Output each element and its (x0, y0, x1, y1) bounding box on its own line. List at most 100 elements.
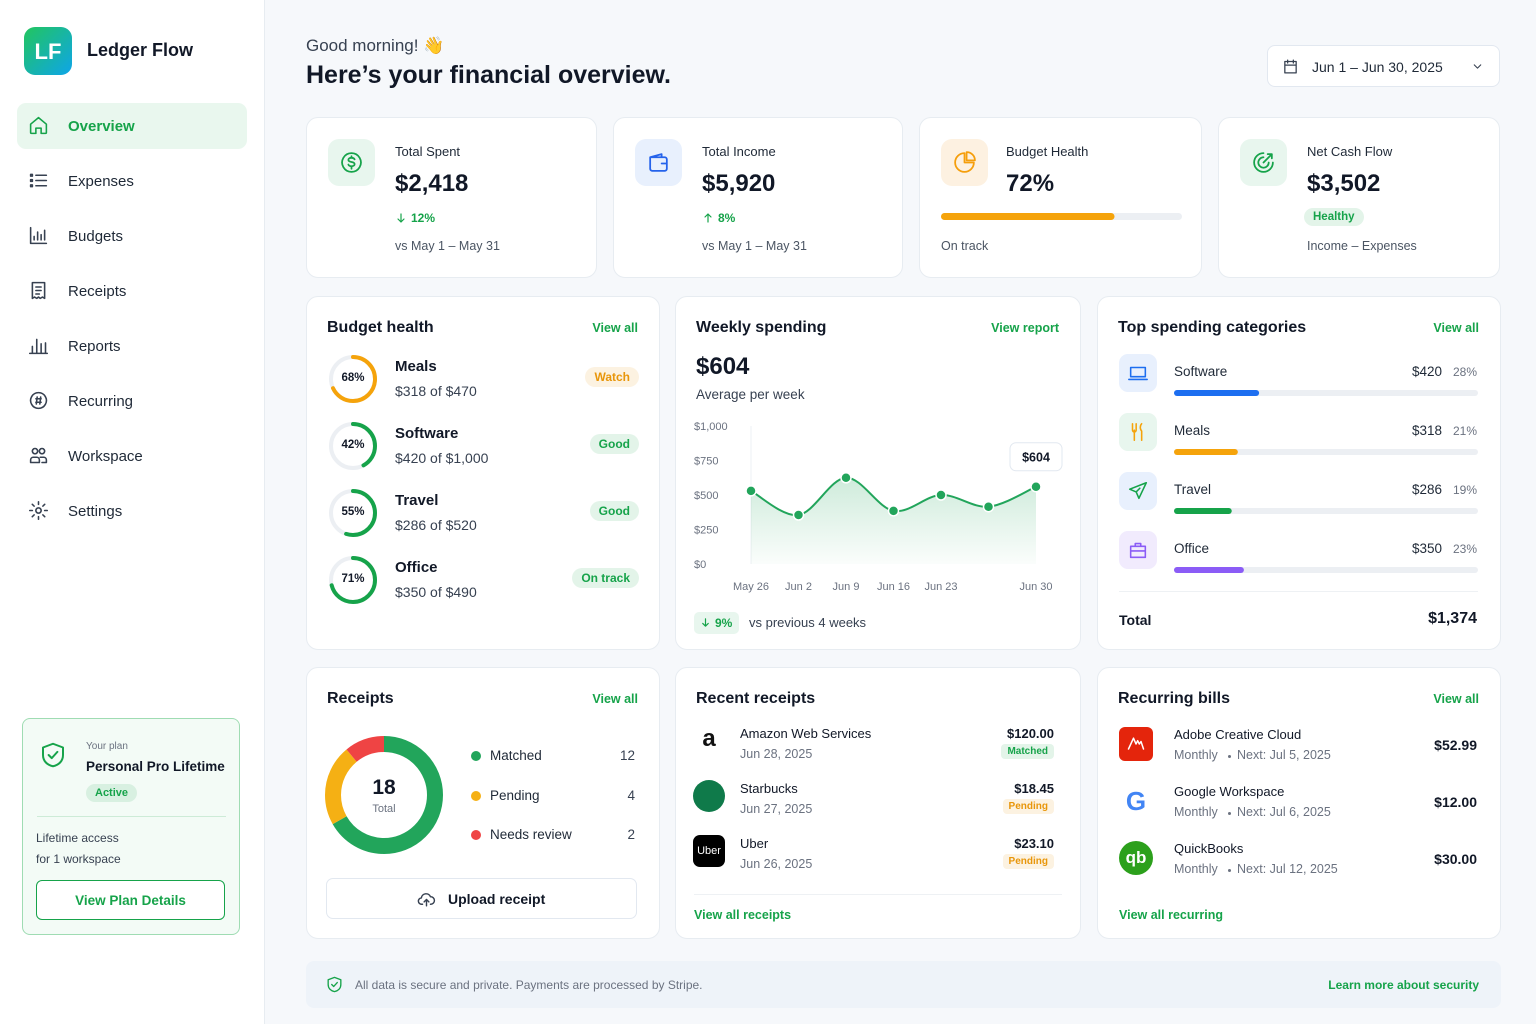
budget-amount: $420 of $1,000 (395, 450, 489, 466)
upload-button[interactable]: Upload receipt (326, 878, 637, 919)
receipt-amount: $18.45 (1014, 781, 1054, 796)
nav-item[interactable]: Reports (17, 323, 247, 369)
stat-value: $2,418 (395, 170, 469, 197)
nav-icon-path (28, 500, 49, 521)
legend-count: 12 (619, 748, 635, 763)
merchant-name: Amazon Web Services (740, 726, 872, 741)
change-arrow (702, 618, 709, 627)
chevron-icon (1473, 64, 1482, 69)
category-bar (1174, 449, 1478, 455)
plan-button[interactable]: View Plan Details (36, 880, 225, 920)
ring-label: 42% (341, 439, 365, 451)
bill-name: QuickBooks (1174, 841, 1244, 856)
card-link[interactable]: View all recurring (1119, 908, 1223, 922)
plan-button-label: View Plan Details (75, 893, 186, 908)
x-tick-label: Jun 9 (833, 581, 860, 593)
budget-amount: $318 of $470 (395, 383, 477, 399)
receipt-date: Jun 26, 2025 (740, 857, 813, 871)
card-title: Recent receipts (696, 690, 816, 707)
bill-separator (1228, 755, 1231, 758)
line-point (1030, 480, 1042, 493)
stat-icon (341, 152, 362, 173)
nav-item[interactable]: Budgets (17, 213, 247, 259)
sidebar: LF Ledger Flow Overview Expenses Budgets Rece… (0, 0, 265, 1024)
card-title: Recurring bills (1118, 690, 1231, 707)
divider (694, 894, 1062, 895)
logo-text: LF (34, 39, 62, 64)
stat-label: Budget Health (1006, 144, 1089, 159)
greeting: Good morning! 👋 (306, 36, 445, 55)
receipt-date: Jun 28, 2025 (740, 747, 813, 761)
category-bar (1174, 390, 1478, 396)
category-icon-tile (1119, 354, 1157, 392)
category-icon (1128, 366, 1148, 381)
change-note: vs previous 4 weeks (749, 615, 867, 630)
nav-item[interactable]: Settings (17, 488, 247, 534)
merchant-logo: a (693, 725, 725, 757)
line-point (887, 505, 900, 517)
stat-value: 72% (1006, 170, 1055, 197)
card-link[interactable]: View all (1433, 321, 1479, 335)
budget-amount: $286 of $520 (395, 517, 477, 533)
category-bar (1174, 508, 1478, 514)
bill-logo-mark (1127, 737, 1145, 750)
stat-icon (1253, 152, 1274, 173)
receipt-amount: $23.10 (1014, 836, 1054, 851)
nav-icon (29, 116, 48, 135)
security-link[interactable]: Learn more about security (1328, 978, 1479, 992)
nav-item[interactable]: Overview (17, 103, 247, 149)
category-percent: 23% (1452, 542, 1477, 556)
upload-label: Upload receipt (448, 891, 546, 907)
stat-badge: Healthy (1304, 208, 1364, 226)
category-icon (1131, 422, 1143, 442)
budget-status: Good (589, 434, 639, 454)
nav-item[interactable]: Workspace (17, 433, 247, 479)
line-point (840, 472, 852, 484)
x-tick-label: May 26 (733, 581, 769, 593)
line-point (745, 485, 757, 497)
category-icon (1129, 542, 1147, 559)
line-area (751, 477, 1036, 564)
card-link[interactable]: View report (991, 321, 1059, 335)
legend-dot (471, 751, 481, 761)
stat-icon (954, 151, 976, 173)
stat-card: Total Spent $2,418 12% vs May 1 – May 31 (306, 117, 597, 278)
x-tick-label: Jun 2 (785, 581, 812, 593)
category-name: Meals (1174, 423, 1211, 438)
donut-total-label: Total (372, 803, 396, 815)
card-link[interactable]: View all (592, 692, 638, 706)
plan-divider (37, 816, 226, 817)
bill-amount: $52.99 (1434, 737, 1477, 753)
upload-icon (417, 893, 436, 907)
card-link[interactable]: View all (1433, 692, 1479, 706)
bar (1174, 508, 1232, 514)
legend-label: Pending (490, 787, 540, 803)
nav-icon (29, 226, 48, 245)
category-name: Travel (1174, 482, 1212, 497)
date-range: Jun 1 – Jun 30, 2025 (1312, 59, 1443, 75)
y-tick-label: $500 (694, 490, 718, 502)
category-percent: 21% (1452, 424, 1477, 438)
bill-next: Next: Jul 5, 2025 (1237, 748, 1331, 762)
nav-item[interactable]: Expenses (17, 158, 247, 204)
budget-name: Meals (395, 358, 437, 375)
y-tick-label: $250 (694, 525, 718, 537)
shield-icon (327, 976, 342, 993)
nav-icon (29, 447, 48, 464)
ring-arc (329, 355, 377, 403)
card-title: Budget health (327, 319, 434, 336)
receipt-date: Jun 27, 2025 (740, 802, 813, 816)
nav-item[interactable]: Receipts (17, 268, 247, 314)
stat-value: $3,502 (1307, 170, 1381, 197)
stat-label: Net Cash Flow (1307, 144, 1393, 159)
calendar-icon (1284, 59, 1297, 74)
bill-frequency: Monthly (1174, 805, 1218, 819)
category-bar (1174, 567, 1478, 573)
legend-label: Matched (490, 748, 542, 763)
date-picker[interactable]: Jun 1 – Jun 30, 2025 (1267, 45, 1500, 87)
nav-item[interactable]: Recurring (17, 378, 247, 424)
category-amount: $350 (1411, 541, 1442, 556)
nav-icon-path (28, 338, 49, 355)
card-link[interactable]: View all (592, 321, 638, 335)
card-link[interactable]: View all receipts (694, 908, 792, 922)
